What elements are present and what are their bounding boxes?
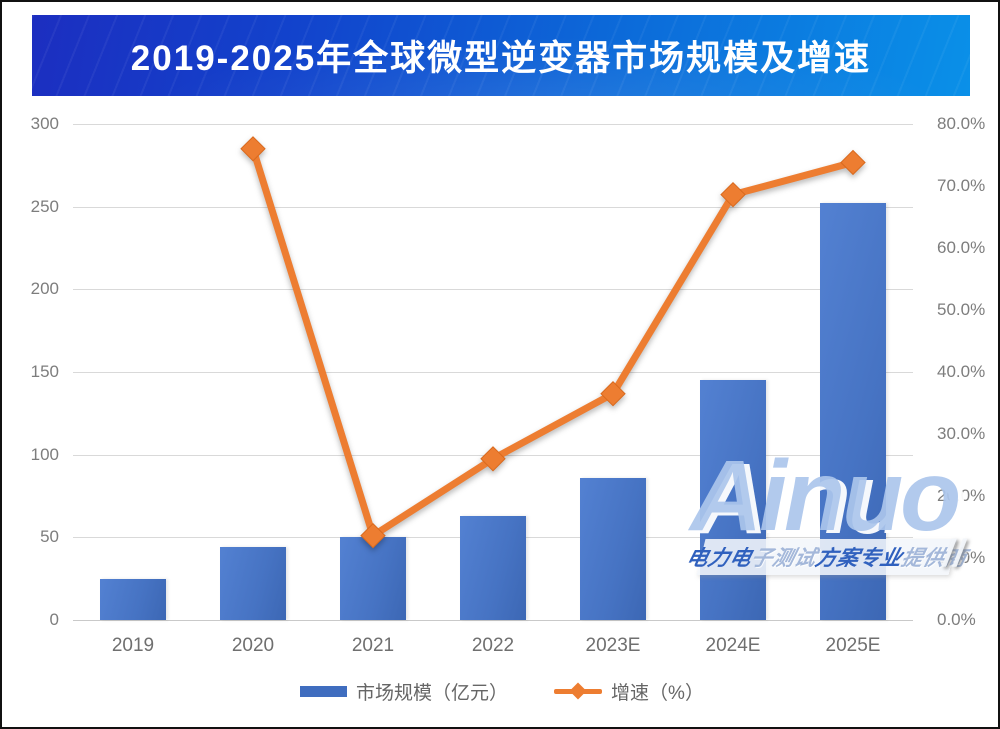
- gridline-0: [73, 620, 913, 621]
- title-banner: 2019-2025年全球微型逆变器市场规模及增速: [32, 15, 970, 96]
- y-axis-left-tick-0: 0: [49, 610, 59, 629]
- bar-2025E: [820, 203, 886, 620]
- bar-2024E: [700, 380, 766, 620]
- legend-item-market-size: 市场规模（亿元）: [300, 678, 508, 705]
- line-series-swatch: [554, 682, 603, 700]
- gridline-150: [73, 372, 913, 373]
- y-axis-right-tick-30: 30.0%: [937, 424, 986, 443]
- diamond-marker: [720, 181, 746, 208]
- gridline-300: [73, 124, 913, 125]
- x-axis-label-2023E: 2023E: [585, 635, 641, 656]
- gridline-250: [73, 206, 913, 208]
- y-axis-left-tick-150: 150: [30, 362, 59, 381]
- y-axis-right-tick-60: 60.0%: [937, 238, 986, 257]
- diamond-marker-icon: [569, 682, 587, 700]
- diamond-marker: [600, 380, 626, 407]
- bar-2022: [460, 515, 526, 620]
- y-axis-right-tick-0: 0.0%: [937, 610, 976, 629]
- y-axis-left-tick-50: 50: [40, 527, 59, 547]
- y-axis-right-tick-10: 10.0%: [937, 548, 986, 567]
- x-axis-label-2024E: 2024E: [705, 635, 761, 656]
- diamond-marker: [240, 136, 266, 162]
- legend: 市场规模（亿元） 增速（%）: [2, 678, 998, 705]
- page-title: 2019-2025年全球微型逆变器市场规模及增速: [130, 39, 872, 78]
- x-axis-label-2021: 2021: [351, 635, 395, 656]
- y-axis-right-tick-40: 40.0%: [937, 362, 986, 381]
- bar-series-swatch: [300, 685, 348, 697]
- y-axis-left-tick-100: 100: [30, 444, 59, 464]
- diamond-marker: [480, 446, 506, 472]
- y-axis-left-tick-300: 300: [30, 114, 59, 133]
- legend-label-market-size: 市场规模（亿元）: [356, 682, 509, 704]
- gridline-200: [73, 289, 913, 291]
- bar-2021: [340, 537, 406, 620]
- x-axis-label-2025E: 2025E: [825, 635, 881, 656]
- legend-label-growth: 增速（%）: [611, 682, 704, 704]
- y-axis-right-tick-70: 70.0%: [937, 176, 986, 195]
- bar-2023E: [580, 477, 646, 620]
- diamond-marker: [840, 149, 866, 176]
- legend-item-growth: 增速（%）: [554, 678, 704, 705]
- y-axis-right-tick-80: 80.0%: [937, 114, 986, 133]
- gridline-100: [73, 454, 913, 456]
- x-axis-label-2020: 2020: [231, 635, 275, 656]
- y-axis-right-tick-50: 50.0%: [937, 300, 986, 319]
- y-axis-left-tick-250: 250: [30, 196, 59, 216]
- y-axis-left-tick-200: 200: [30, 279, 59, 299]
- bar-2020: [220, 547, 286, 620]
- x-axis-label-2022: 2022: [471, 635, 515, 656]
- y-axis-right-tick-20: 20.0%: [937, 486, 986, 505]
- x-axis-label-2019: 2019: [111, 635, 155, 656]
- bar-2019: [100, 578, 166, 620]
